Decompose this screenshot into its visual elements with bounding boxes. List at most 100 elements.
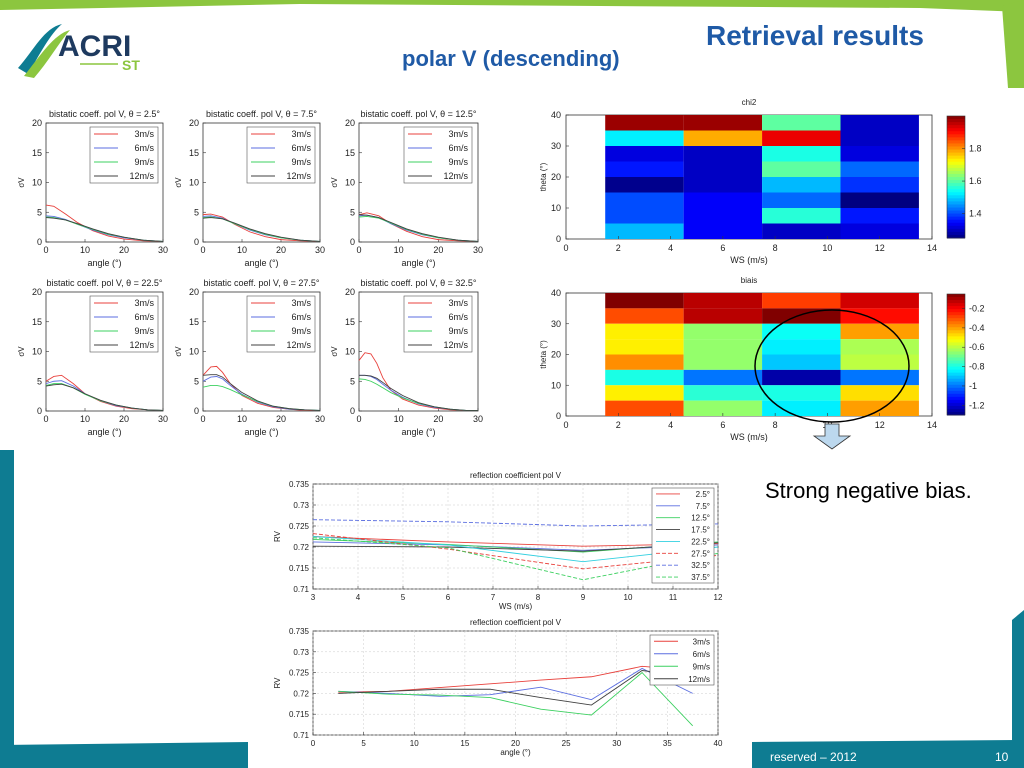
chart-refl_theta: 0 5 10 15 20 25 30 35 40 0.71 0.715 0.72 0.725 0.73 0.… xyxy=(273,618,723,757)
colorbar-segment xyxy=(947,339,965,343)
colorbar-tick-label: 1.4 xyxy=(969,209,982,219)
x-tick-label: 12 xyxy=(875,420,885,430)
x-tick-label: 4 xyxy=(668,420,673,430)
legend-label: 9m/s xyxy=(134,326,154,336)
legend-label: 22.5° xyxy=(691,537,710,546)
colorbar-tick-label: -0.4 xyxy=(969,323,985,333)
chart-title: bistatic coeff. pol V, θ = 22.5° xyxy=(47,278,163,288)
y-tick-label: 10 xyxy=(551,203,561,213)
legend-label: 17.5° xyxy=(691,526,710,535)
series-line-12m/s xyxy=(358,214,479,242)
heat-cell xyxy=(683,146,763,162)
colorbar-segment xyxy=(947,201,965,205)
x-tick-label: 20 xyxy=(119,245,129,255)
x-tick-label: 20 xyxy=(276,245,286,255)
x-tick-label: 30 xyxy=(612,739,621,748)
heat-cell xyxy=(762,369,841,386)
chart-bistatic_12_5: 0 10 20 30 0 5 10 15 20 bistatic coeff. pol V, θ … xyxy=(330,109,483,268)
heat-cell xyxy=(840,323,919,340)
colorbar-segment xyxy=(947,228,965,233)
colorbar-segment xyxy=(947,204,965,208)
colorbar-segment xyxy=(947,131,965,135)
y-tick-label: 5 xyxy=(194,376,199,386)
y-tick-label: 0 xyxy=(37,237,42,247)
y-tick-label: 10 xyxy=(32,178,42,188)
legend-box xyxy=(649,634,715,686)
heat-cell xyxy=(605,339,684,355)
page-number: 10 xyxy=(995,750,1009,764)
colorbar-segment xyxy=(947,186,965,190)
chart-title: reflection coefficient pol V xyxy=(470,618,562,627)
heat-cell xyxy=(683,161,763,177)
legend-label: 12.5° xyxy=(691,514,710,523)
y-tick-label: 0.72 xyxy=(293,543,309,552)
legend-box xyxy=(246,126,316,184)
heat-cell xyxy=(683,177,763,193)
colorbar-segment xyxy=(947,158,965,163)
legend-box xyxy=(403,126,473,184)
colorbar-segment xyxy=(947,137,965,141)
y-tick-label: 0 xyxy=(37,406,42,416)
heat-cell xyxy=(762,146,841,162)
heat-cell xyxy=(762,400,841,416)
colorbar-segment xyxy=(947,312,965,316)
y-tick-label: 5 xyxy=(37,207,42,217)
colorbar-segment xyxy=(947,411,965,416)
heat-cell xyxy=(683,308,763,324)
chart-title: biais xyxy=(741,276,757,285)
colorbar-segment xyxy=(947,315,965,319)
heat-cell xyxy=(840,369,919,386)
company-logo: ACRI ST xyxy=(18,24,140,78)
x-tick-label: 6 xyxy=(720,243,725,253)
heat-cell xyxy=(762,323,841,340)
y-tick-label: 0.71 xyxy=(293,585,309,594)
x-tick-label: 20 xyxy=(276,414,286,424)
chart-bistatic_2_5: 0 10 20 30 0 5 10 15 20 bistatic coeff. pol V, θ … xyxy=(17,109,168,268)
heat-cell xyxy=(840,354,919,370)
legend-label: 12m/s xyxy=(129,340,154,350)
heat-cell xyxy=(683,354,763,370)
y-tick-label: 15 xyxy=(345,148,355,158)
x-tick-label: 0 xyxy=(311,739,316,748)
heat-cell xyxy=(683,323,763,340)
y-tick-label: 20 xyxy=(189,287,199,297)
y-tick-label: 10 xyxy=(189,178,199,188)
y-tick-label: 30 xyxy=(551,319,561,329)
heat-cell xyxy=(840,130,919,146)
y-axis-label: σV xyxy=(17,177,26,188)
x-tick-label: 20 xyxy=(433,245,443,255)
colorbar-frame xyxy=(946,293,966,416)
y-tick-label: 20 xyxy=(32,118,42,128)
colorbar-segment xyxy=(947,384,965,389)
x-tick-label: 10 xyxy=(80,414,90,424)
heat-cell xyxy=(762,208,841,224)
legend-label: 12m/s xyxy=(443,171,468,181)
heat-cell xyxy=(605,208,684,224)
colorbar-segment xyxy=(947,393,965,398)
colorbar-segment xyxy=(947,116,965,120)
legend-label: 12m/s xyxy=(443,340,468,350)
x-tick-label: 30 xyxy=(473,245,483,255)
series-line-12m/s xyxy=(45,383,164,411)
colorbar-segment xyxy=(947,333,965,337)
logo-subtext: ST xyxy=(122,57,140,73)
legend-label: 6m/s xyxy=(291,143,311,153)
colorbar-segment xyxy=(947,297,965,301)
colorbar-tick-label: -0.6 xyxy=(969,342,985,352)
y-tick-label: 10 xyxy=(189,347,199,357)
y-axis-label: σV xyxy=(17,346,26,357)
x-axis-label: angle (°) xyxy=(500,748,531,757)
x-tick-label: 8 xyxy=(773,243,778,253)
series-line-12m/s xyxy=(359,374,478,411)
down-arrow-icon xyxy=(812,423,852,450)
colorbar-segment xyxy=(947,360,965,365)
top-green-band xyxy=(0,0,1024,12)
heat-cell xyxy=(605,177,684,193)
legend-label: 12m/s xyxy=(286,171,311,181)
heat-cell xyxy=(683,115,763,131)
y-tick-label: 30 xyxy=(551,141,561,151)
x-tick-label: 0 xyxy=(43,245,48,255)
colorbar-segment xyxy=(947,231,965,236)
